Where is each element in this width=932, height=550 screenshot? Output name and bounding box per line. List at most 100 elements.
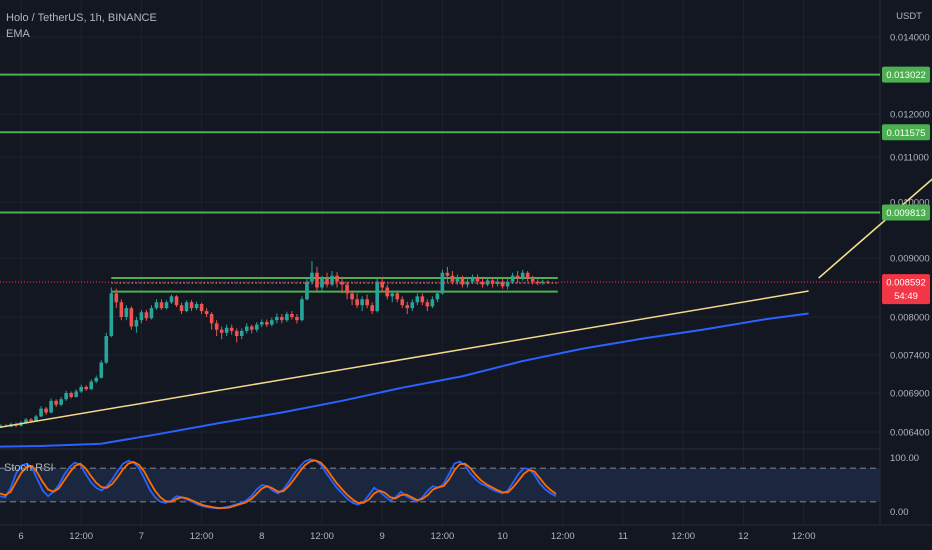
candle-body — [375, 281, 379, 312]
candle-body — [69, 393, 73, 397]
candle-body — [169, 296, 174, 303]
current-price-text: 0.008592 — [886, 278, 926, 289]
candle-body — [405, 305, 410, 309]
x-tick-label: 8 — [259, 531, 264, 542]
candle-body — [54, 400, 58, 405]
candle-body — [24, 419, 28, 423]
candle-body — [295, 317, 299, 321]
candle-body — [39, 408, 43, 417]
candle-body — [119, 302, 124, 317]
candle-body — [345, 284, 349, 294]
candle-body — [194, 304, 199, 309]
x-tick-label: 11 — [618, 531, 628, 542]
candle-body — [244, 326, 249, 331]
candle-body — [385, 287, 390, 297]
candle-body — [280, 317, 284, 321]
candle-body — [320, 278, 324, 288]
candle-body — [44, 408, 48, 413]
level-price-text: 0.013022 — [886, 70, 926, 81]
candle-body — [430, 299, 435, 307]
candle-body — [510, 275, 515, 282]
y-tick-label: 0.006900 — [890, 389, 930, 400]
grid-lines — [0, 0, 932, 526]
candle-body — [204, 311, 209, 315]
rsi-tick-label: 0.00 — [890, 507, 909, 518]
candle-body — [275, 317, 279, 321]
candle-body — [530, 278, 535, 282]
candle-body — [480, 281, 485, 285]
candle-body — [520, 272, 525, 279]
stoch-rsi-band — [0, 468, 880, 502]
candle-body — [129, 308, 134, 327]
y-tick-label: 0.008000 — [890, 313, 930, 324]
candle-body — [209, 314, 214, 324]
candle-body — [285, 314, 289, 321]
candle-body — [445, 272, 450, 276]
stoch-rsi-label[interactable]: Stoch RSI — [4, 462, 54, 474]
candle-body — [214, 323, 219, 330]
candle-body — [315, 272, 319, 288]
candle-body — [159, 302, 164, 309]
candle-body — [74, 391, 78, 397]
candle-body — [124, 308, 129, 317]
candle-body — [540, 281, 545, 283]
candle-body — [59, 399, 63, 405]
symbol-title[interactable]: Holo / TetherUS, 1h, BINANCE — [6, 12, 157, 24]
candle-body — [104, 336, 109, 363]
level-price-tag — [882, 66, 930, 83]
candle-body — [355, 299, 359, 306]
candle-body — [420, 296, 425, 303]
candle-body — [370, 305, 374, 312]
x-tick-label: 12:00 — [190, 531, 214, 542]
x-tick-label: 12:00 — [551, 531, 575, 542]
candle-body — [500, 281, 505, 287]
horizontal-levels — [0, 73, 880, 214]
candle-body — [475, 276, 480, 282]
time-axis[interactable]: 6 12:00 7 12:00 8 12:00 9 12:00 10 12:00 11 12:00 12… — [18, 531, 815, 542]
candle-body — [239, 330, 244, 336]
candle-body — [425, 302, 430, 307]
candle-body — [29, 419, 33, 422]
candle-body — [365, 299, 369, 306]
candle-body — [435, 293, 440, 300]
x-tick-label: 12:00 — [69, 531, 93, 542]
candle-body — [89, 381, 94, 390]
indicator-label[interactable]: EMA — [6, 28, 30, 40]
candle-body — [99, 362, 104, 378]
candle-body — [305, 281, 309, 300]
candle-body — [189, 302, 194, 309]
x-tick-label: 6 — [18, 531, 23, 542]
candle-body — [229, 327, 234, 331]
candlestick-series — [0, 260, 550, 429]
x-tick-label: 12:00 — [671, 531, 695, 542]
candle-body — [495, 281, 500, 284]
level-price-tag — [882, 124, 930, 141]
candle-body — [455, 278, 460, 282]
candle-body — [270, 320, 274, 325]
candle-body — [149, 308, 154, 319]
candle-body — [335, 275, 339, 282]
candle-body — [485, 280, 490, 285]
y-tick-label: 0.012000 — [890, 110, 930, 121]
candle-body — [234, 330, 239, 336]
y-tick-label: 0.006400 — [890, 428, 930, 439]
countdown-text: 54:49 — [894, 291, 918, 302]
price-tags: 0.013022 0.011575 0.009813 0.008592 54:49 — [882, 66, 930, 305]
candle-body — [144, 312, 149, 319]
candle-body — [184, 302, 189, 312]
y-tick-label: 0.009000 — [890, 254, 930, 265]
candle-body — [360, 299, 364, 306]
candle-body — [64, 393, 68, 400]
candle-body — [440, 272, 445, 294]
candle-body — [174, 296, 179, 306]
candle-body — [415, 296, 420, 303]
trendline — [0, 290, 809, 428]
candle-body — [34, 416, 38, 422]
y-tick-label: 0.010000 — [890, 198, 930, 209]
x-tick-label: 7 — [139, 531, 144, 542]
candle-body — [400, 299, 405, 306]
price-axis[interactable]: USDT 0.014000 0.012000 0.011000 0.010000 0.00… — [890, 11, 930, 518]
candle-body — [254, 324, 259, 330]
